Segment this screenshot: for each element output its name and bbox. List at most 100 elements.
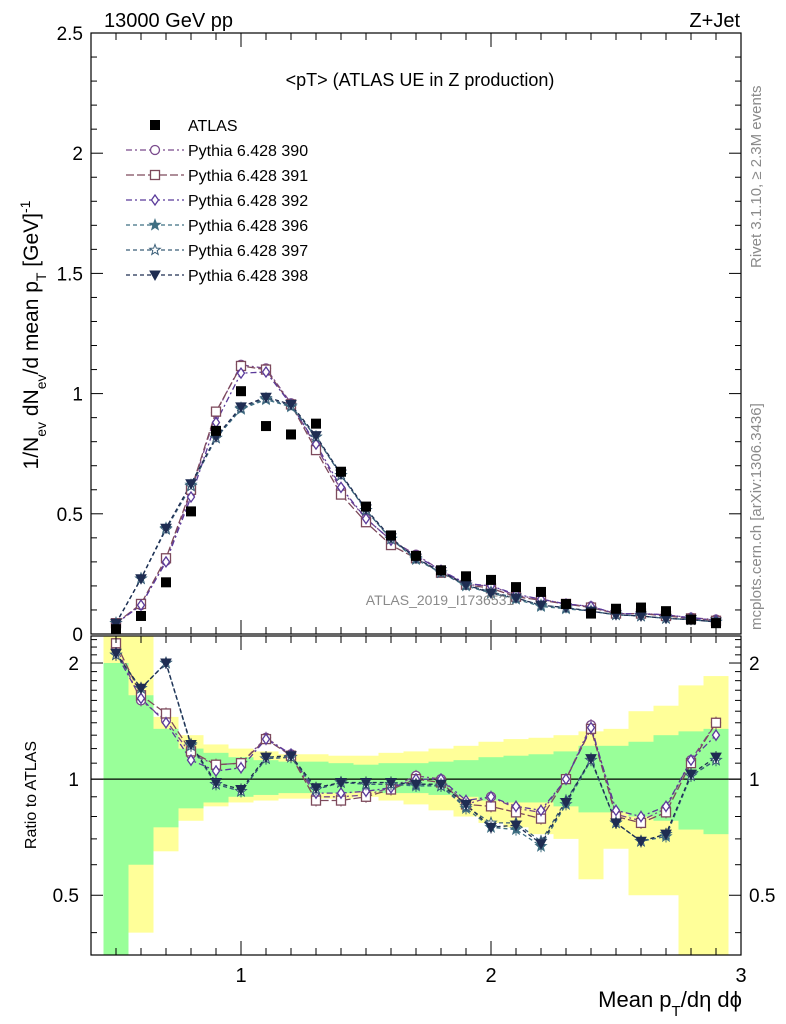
series-2-point	[361, 512, 371, 525]
legend-marker	[149, 144, 161, 156]
ratio-2-point	[611, 804, 621, 817]
band-inner	[453, 760, 479, 797]
ratio-2-point	[511, 800, 521, 813]
ratio-1-point	[710, 717, 722, 728]
x-tick-label: 1	[235, 965, 246, 987]
ratio-5-point	[610, 818, 622, 829]
ratio-5-point	[160, 658, 172, 670]
ratio-5-point	[560, 797, 572, 809]
series-5-point	[285, 399, 297, 411]
ratio-5-point	[110, 648, 122, 660]
data-point	[586, 608, 596, 619]
ratio-5-point	[460, 799, 472, 811]
band-inner	[153, 728, 179, 828]
data-point	[436, 565, 446, 576]
ratio-2-point	[186, 754, 196, 767]
series-5-point	[135, 574, 147, 585]
main-y-tick-label: 1.5	[57, 264, 83, 285]
legend-entry-1: Pythia 6.428 391	[126, 168, 308, 185]
ratio-2-point	[211, 764, 221, 778]
ratio-5-point	[585, 754, 597, 765]
ratio-y-axis-label: Ratio to ATLAS	[23, 741, 40, 849]
series-line-3	[115, 398, 717, 624]
data-point	[311, 418, 321, 429]
ratio-2-point	[486, 790, 496, 803]
legend-entry-2: Pythia 6.428 392	[126, 193, 308, 210]
data-point	[536, 586, 546, 597]
analysis-id-label: ATLAS_2019_I1736531	[366, 592, 515, 608]
ratio-2-point	[661, 800, 671, 813]
series-5-point	[485, 588, 497, 600]
data-point	[211, 425, 221, 436]
data-point	[486, 574, 496, 585]
ratio-5-point	[385, 778, 397, 789]
main-y-tick-label: 2.5	[57, 24, 83, 45]
legend-marker	[148, 243, 162, 256]
legend-label: Pythia 6.428 391	[188, 168, 308, 185]
ratio-5-point	[310, 783, 322, 794]
legend-entry-5: Pythia 6.428 398	[126, 268, 308, 285]
series-5-point	[110, 618, 122, 630]
ratio-2-point	[561, 772, 571, 786]
data-point	[411, 550, 421, 561]
main-y-axis-label: 1/Nev dNev/d mean pT [GeV]-1	[17, 200, 49, 469]
header-channel: Z+Jet	[689, 10, 740, 32]
series-2-point	[336, 481, 346, 494]
series-line-0	[115, 364, 717, 624]
x-axis-label: Mean pT/dη dϕ	[598, 987, 742, 1020]
main-y-tick-label: 2	[72, 144, 83, 165]
x-tick-label: 2	[485, 965, 496, 987]
data-point	[636, 602, 646, 613]
ratio-2-point	[536, 804, 546, 817]
data-point	[686, 614, 696, 625]
x-tick-label: 3	[735, 965, 746, 987]
series-2-point	[186, 490, 196, 504]
ratio-2-point	[261, 732, 271, 746]
legend-marker	[149, 270, 161, 282]
data-point	[611, 603, 621, 614]
series-line-2	[115, 371, 717, 625]
series-2-point	[236, 367, 246, 380]
main-y-tick-label: 0.5	[57, 505, 83, 526]
ratio-y-tick-label-right: 1	[749, 770, 760, 791]
legend-label: Pythia 6.428 390	[188, 143, 308, 160]
series-5-point	[185, 479, 197, 490]
data-point	[236, 386, 246, 397]
ratio-5-point	[135, 683, 147, 695]
data-point	[561, 598, 571, 609]
data-point	[361, 501, 371, 512]
rivet-label: Rivet 3.1.10, ≥ 2.3M events	[748, 86, 765, 269]
legend: ATLAS Pythia 6.428 390 Pythia 6.428 391 Pyt…	[126, 118, 308, 285]
data-point	[511, 582, 521, 593]
ratio-panel: 0.5 0.5 1 1 2 2 1 2 3	[53, 635, 775, 987]
ratio-5-point	[185, 739, 197, 751]
header-process: 13000 GeV pp	[104, 10, 233, 32]
legend-label: Pythia 6.428 397	[188, 243, 308, 260]
series-5-point	[235, 402, 247, 413]
data-point	[336, 466, 346, 477]
ratio-2-point	[686, 754, 696, 767]
series-2-point	[261, 365, 271, 379]
ratio-2-point	[636, 810, 646, 823]
ratio-5-point	[710, 752, 722, 764]
ratio-2-point	[711, 729, 721, 742]
legend-marker	[150, 193, 160, 207]
data-point	[261, 421, 271, 432]
data-point	[286, 429, 296, 440]
ratio-5-point	[535, 839, 547, 850]
ratio-5-point	[660, 829, 672, 841]
band-inner	[128, 695, 154, 865]
data-point	[186, 506, 196, 517]
ratio-5-point	[635, 836, 647, 848]
ratio-5-point	[360, 778, 372, 789]
legend-entry-data: ATLAS	[150, 118, 238, 135]
ratio-5-point	[210, 778, 222, 789]
ratio-5-point	[485, 822, 497, 834]
ratio-5-point	[510, 820, 522, 832]
series-5-point	[310, 431, 322, 442]
ratio-5-point	[285, 751, 297, 762]
ratio-5-point	[435, 779, 447, 791]
series-5-point	[535, 600, 547, 612]
data-point	[386, 530, 396, 541]
band-inner	[528, 754, 554, 803]
